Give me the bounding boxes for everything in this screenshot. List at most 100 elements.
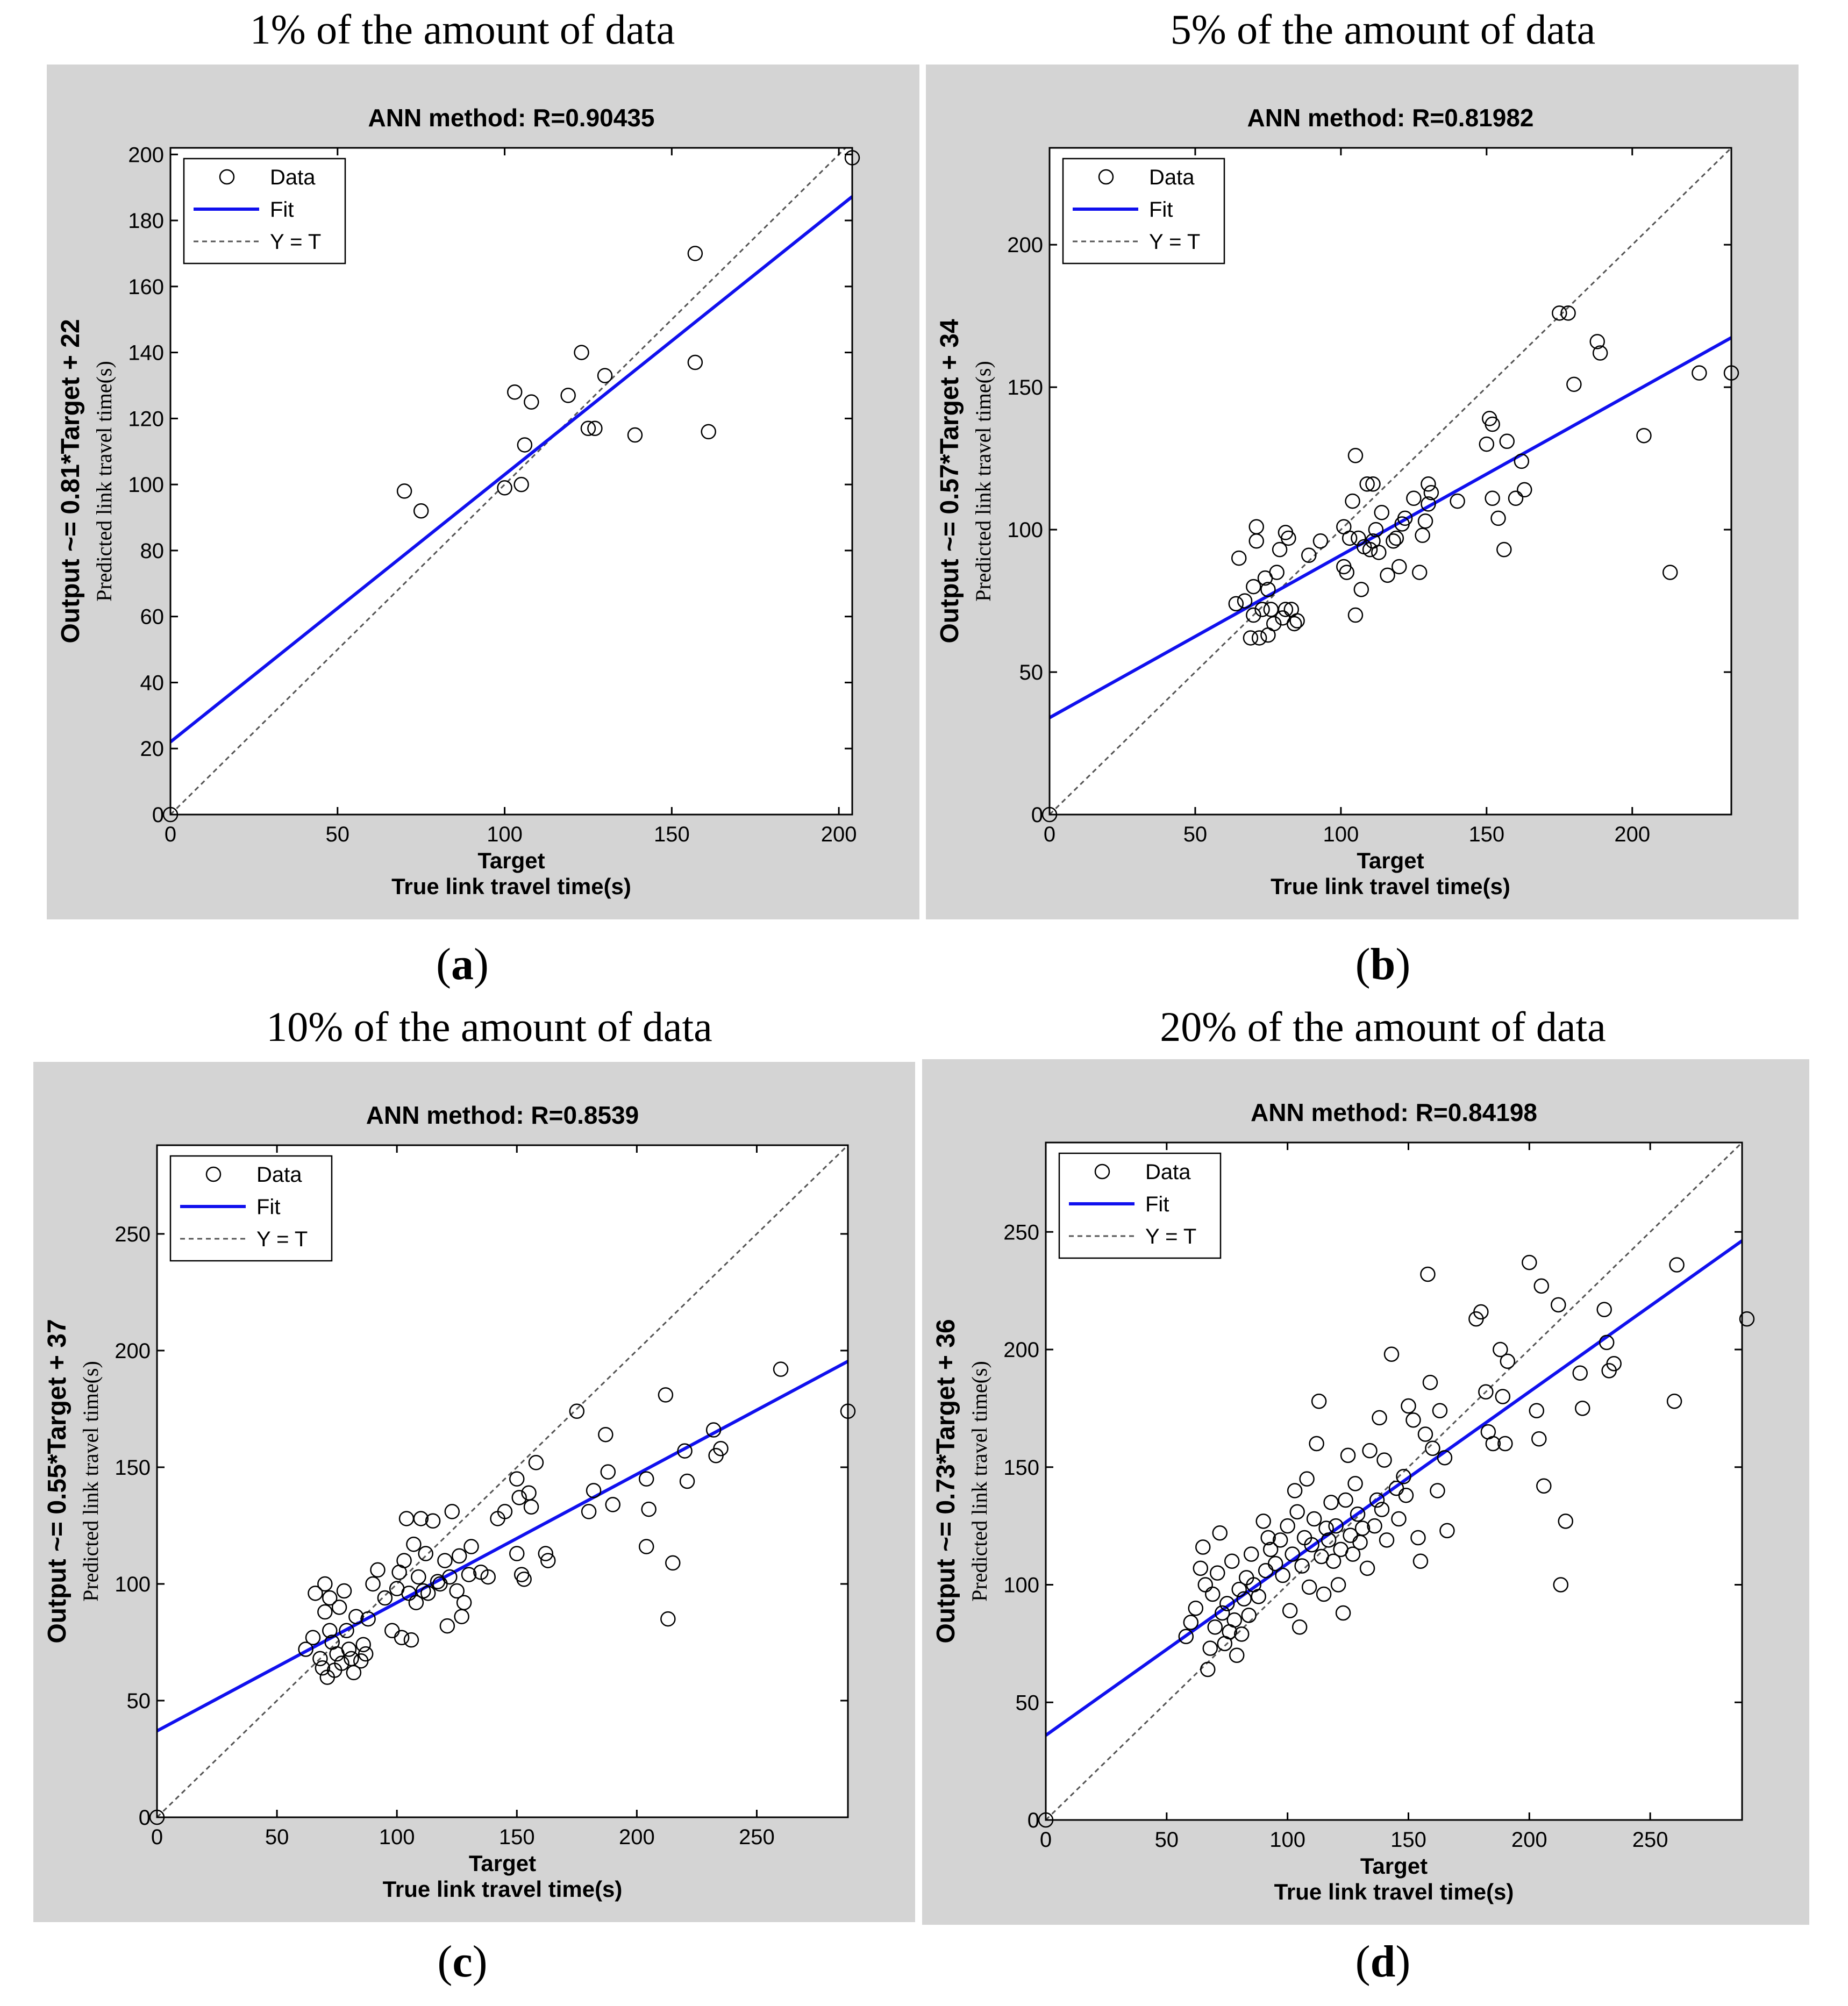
- chart-svg: ANN method: R=0.81982 0 50 100 150 200 0 50 100 1…: [936, 104, 1739, 899]
- data-point: [449, 1583, 465, 1599]
- data-point: [1229, 1647, 1245, 1663]
- data-point: [1410, 1530, 1426, 1546]
- legend-data-marker: [219, 169, 235, 185]
- data-point: [298, 1641, 313, 1657]
- data-point: [560, 388, 576, 403]
- data-point: [1485, 490, 1500, 506]
- legend-data-label: Data: [1149, 166, 1195, 189]
- data-point: [1551, 1297, 1566, 1313]
- data-point: [1508, 490, 1524, 506]
- data-point: [1450, 493, 1465, 509]
- data-point: [1214, 1605, 1230, 1621]
- data-point: [1243, 630, 1259, 646]
- data-point: [713, 1440, 729, 1457]
- panel-c-caption: (c): [437, 1937, 488, 1987]
- y-axis-label-secondary: Predicted link travel time(s): [971, 361, 995, 602]
- data-point: [365, 1576, 381, 1592]
- data-point: [1478, 1384, 1494, 1400]
- x-tick-label: 250: [739, 1825, 775, 1849]
- data-point: [461, 1567, 477, 1582]
- data-point: [1299, 1471, 1315, 1487]
- data-point: [451, 1548, 467, 1564]
- data-point: [1380, 567, 1395, 583]
- legend-box: [183, 158, 346, 265]
- chart-title: ANN method: R=0.84198: [1251, 1098, 1537, 1126]
- data-point: [1243, 1546, 1259, 1562]
- data-point: [1354, 1520, 1371, 1536]
- y-tick-label: 150: [1007, 376, 1043, 399]
- chart-svg: ANN method: R=0.84198 0 50 100 150 200 250 0 50 1…: [932, 1098, 1755, 1904]
- data-point: [1383, 1346, 1400, 1362]
- data-point: [597, 368, 613, 383]
- y-tick-label: 100: [1007, 518, 1043, 542]
- data-point: [1422, 1375, 1438, 1390]
- data-point: [1345, 1546, 1361, 1562]
- data-point: [679, 1473, 695, 1489]
- panel-c-caption-letter: c: [452, 1937, 473, 1987]
- data-point: [1281, 530, 1296, 546]
- data-point: [1417, 513, 1433, 529]
- data-point: [1432, 1403, 1448, 1418]
- data-point: [1345, 493, 1360, 509]
- x-tick-label: 150: [1390, 1828, 1426, 1852]
- data-point: [1207, 1619, 1223, 1635]
- data-point: [442, 1569, 458, 1585]
- data-point: [1260, 1530, 1276, 1546]
- y-axis-label: Output ~= 0.55*Target + 37: [43, 1319, 72, 1643]
- y-tick-label: 100: [128, 473, 164, 497]
- data-point: [1437, 1450, 1453, 1466]
- data-point: [1365, 476, 1381, 492]
- y-tick-label: 200: [1007, 233, 1043, 257]
- panel-b-caption-letter: b: [1370, 939, 1396, 989]
- data-point: [1335, 1605, 1351, 1621]
- y-axis-label: Output ~= 0.57*Target + 34: [936, 319, 964, 644]
- x-axis-label: Target: [1357, 848, 1424, 873]
- data-point: [1406, 490, 1422, 506]
- data-point: [523, 1499, 539, 1515]
- data-point: [1574, 1401, 1590, 1416]
- data-point: [1497, 1436, 1513, 1452]
- x-tick-label: 100: [1323, 823, 1359, 846]
- data-point: [1292, 1619, 1308, 1635]
- data-point: [1500, 1353, 1516, 1369]
- fit-line: [157, 1360, 848, 1733]
- y-tick-label: 140: [128, 341, 164, 365]
- data-point: [1372, 1410, 1387, 1426]
- legend-fit-label: Fit: [1145, 1193, 1169, 1216]
- data-point: [403, 1632, 419, 1648]
- legend-fit-label: Fit: [270, 198, 294, 222]
- x-tick-label: 150: [1468, 823, 1504, 846]
- data-point: [1739, 1311, 1755, 1327]
- data-point: [331, 1600, 347, 1615]
- y-tick-label: 150: [1003, 1456, 1039, 1480]
- data-point: [1412, 1553, 1429, 1569]
- data-point: [377, 1590, 393, 1606]
- panel-d-heading: 20% of the amount of data: [1160, 1003, 1606, 1050]
- data-point: [516, 1572, 532, 1587]
- chart-svg: ANN method: R=0.90435 0 50 100 150 200 0 20 40 60…: [56, 104, 860, 899]
- panel-b-figure: ANN method: R=0.81982 0 50 100 150 200 0 50 100 1…: [926, 65, 1799, 919]
- data-point: [528, 1455, 544, 1470]
- data-point: [574, 345, 589, 360]
- data-point: [638, 1539, 654, 1554]
- data-point: [1237, 593, 1253, 609]
- data-point: [1260, 582, 1276, 597]
- data-point: [413, 503, 429, 519]
- data-point: [1415, 527, 1430, 543]
- data-point: [1178, 1629, 1194, 1644]
- data-point: [1495, 1389, 1511, 1404]
- data-point: [1306, 1511, 1322, 1527]
- data-point: [1272, 1532, 1288, 1548]
- data-point: [1359, 476, 1375, 492]
- legend-identity-label: Y = T: [256, 1227, 308, 1251]
- data-point: [411, 1569, 426, 1585]
- data-point: [1669, 1257, 1685, 1273]
- data-point: [1289, 1504, 1305, 1520]
- data-point: [1391, 1511, 1407, 1527]
- data-point: [1421, 476, 1436, 492]
- y-tick-label: 0: [139, 1806, 151, 1830]
- data-point: [413, 1511, 429, 1526]
- x-tick-label: 0: [165, 823, 176, 846]
- y-tick-label: 180: [128, 209, 164, 233]
- data-point: [1188, 1601, 1204, 1616]
